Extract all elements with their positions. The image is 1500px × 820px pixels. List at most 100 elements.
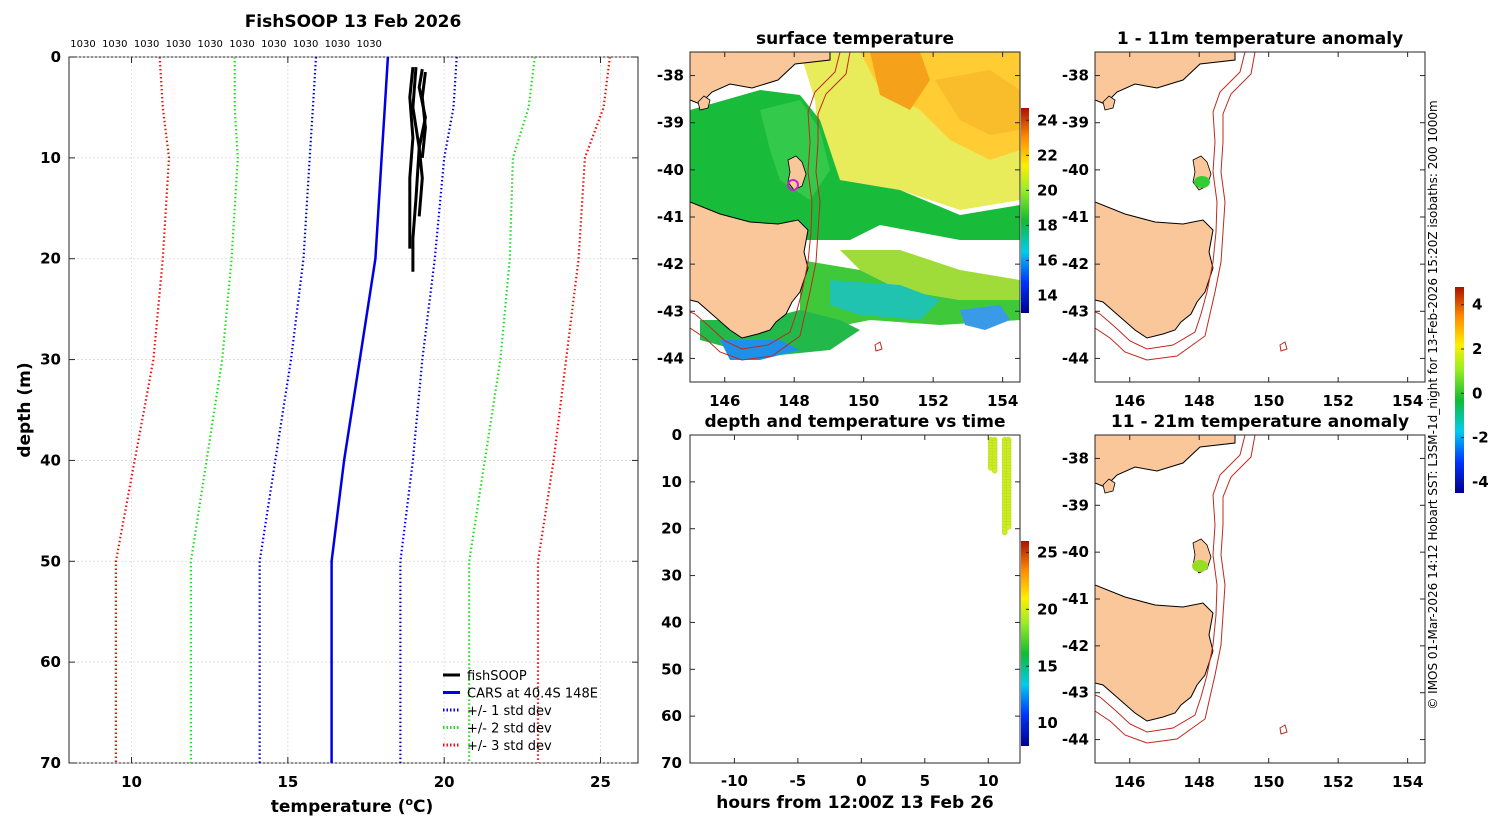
y-tick-label: 60 — [40, 653, 61, 671]
anomaly-map-1-panel: 1 - 11m temperature anomaly 146 148 150 152… — [1062, 29, 1426, 410]
y-tick-label: -43 — [1062, 684, 1089, 702]
cast-top-label: 1030 — [325, 39, 350, 50]
legend-label: +/- 1 std dev — [467, 704, 552, 719]
cars-mean-line — [330, 56, 390, 763]
anomaly-map-1-title: 1 - 11m temperature anomaly — [1117, 29, 1403, 49]
y-tick-label: 0 — [51, 48, 61, 66]
cast-top-label: 1030 — [197, 39, 222, 50]
y-tick-label: 10 — [40, 149, 61, 167]
profile-x-ticks: 10 15 20 25 — [121, 57, 611, 791]
anomaly-map-2-panel: 11 - 21m temperature anomaly 146 148 150 15… — [1062, 412, 1426, 791]
colorbar-tick-label: 16 — [1037, 251, 1058, 269]
anomaly-colorbar-ticks: 4 2 0 -2 -4 — [1461, 296, 1489, 491]
x-tick-label: 152 — [1323, 773, 1354, 791]
legend-label: +/- 3 std dev — [467, 739, 552, 754]
profile-y-label: depth (m) — [15, 362, 35, 457]
profile-grid — [69, 56, 638, 764]
profile-legend: fishSOOP CARS at 40.4S 148E +/- 1 std dev +… — [443, 669, 598, 754]
y-tick-label: -44 — [1062, 349, 1089, 367]
y-tick-label: -38 — [1062, 449, 1089, 467]
cast-top-label: 1030 — [293, 39, 318, 50]
std-dev-line — [114, 56, 171, 763]
y-tick-label: -40 — [657, 161, 684, 179]
colorbar-tick-label: 0 — [1472, 384, 1482, 402]
sst-colorbar — [1021, 108, 1029, 313]
y-tick-label: -44 — [657, 349, 684, 367]
y-tick-label: -39 — [1062, 114, 1089, 132]
x-tick-label: 146 — [1114, 392, 1145, 410]
x-tick-label: 10 — [978, 772, 999, 790]
anomaly-map-1-x-ticks: 146 148 150 152 154 — [1114, 52, 1423, 410]
colorbar-tick-label: 14 — [1037, 286, 1058, 304]
colorbar-tick-label: 22 — [1037, 146, 1058, 164]
time-depth-colorbar-ticks: 10 15 20 25 — [1026, 543, 1058, 732]
y-tick-label: -40 — [1062, 543, 1089, 561]
y-tick-label: -38 — [1062, 67, 1089, 85]
colorbar-tick-label: 4 — [1472, 296, 1482, 314]
time-depth-title: depth and temperature vs time — [705, 412, 1006, 432]
anomaly-map-1-y-ticks: -38 -39 -40 -41 -42 -43 -44 — [1062, 67, 1425, 367]
sst-map-y-ticks: -38 -39 -40 -41 -42 -43 -44 — [657, 67, 1020, 367]
y-tick-label: 40 — [661, 613, 682, 631]
anomaly-map-2-x-ticks: 146 148 150 152 154 — [1114, 435, 1423, 791]
colorbar-tick-label: -2 — [1472, 429, 1489, 447]
y-tick-label: -38 — [657, 67, 684, 85]
time-depth-axes — [689, 434, 1021, 764]
cast-top-label: 1030 — [356, 39, 381, 50]
x-tick-label: 146 — [1114, 773, 1145, 791]
cast-location-marker — [787, 179, 799, 191]
data-point — [1001, 529, 1008, 536]
profile-plot: FishSOOP 13 Feb 2026 1030 1030 1030 1030 103… — [15, 12, 639, 817]
x-tick-label: 5 — [920, 772, 930, 790]
y-tick-label: -41 — [1062, 590, 1089, 608]
x-tick-label: 10 — [121, 773, 142, 791]
y-tick-label: -42 — [657, 255, 684, 273]
std-dev-line — [189, 57, 239, 763]
sst-map-title: surface temperature — [756, 29, 954, 49]
x-tick-label: 150 — [848, 392, 879, 410]
profile-title: FishSOOP 13 Feb 2026 — [245, 12, 462, 32]
colorbar-tick-label: 2 — [1472, 340, 1482, 358]
colorbar-tick-label: 10 — [1037, 714, 1058, 732]
sst-colorbar-ticks: 14 16 18 20 22 24 — [1026, 111, 1058, 304]
y-tick-label: 20 — [661, 520, 682, 538]
y-tick-label: -42 — [1062, 637, 1089, 655]
anomaly-marker — [1194, 176, 1210, 188]
legend-label: fishSOOP — [467, 669, 527, 684]
std-dev-line — [258, 56, 318, 763]
anomaly-map-2-y-ticks: -38 -39 -40 -41 -42 -43 -44 — [1062, 449, 1425, 749]
y-tick-label: 0 — [672, 426, 682, 444]
y-tick-label: -43 — [657, 302, 684, 320]
y-tick-label: 30 — [661, 567, 682, 585]
colorbar-tick-label: 24 — [1037, 111, 1058, 129]
y-tick-label: -43 — [1062, 302, 1089, 320]
data-point — [1005, 523, 1012, 530]
sst-map-field — [690, 52, 1020, 382]
y-tick-label: 50 — [661, 660, 682, 678]
x-tick-label: 15 — [277, 773, 298, 791]
time-depth-colorbar — [1021, 541, 1029, 746]
cast-top-label: 1030 — [229, 39, 254, 50]
colorbar-tick-label: 15 — [1037, 657, 1058, 675]
y-tick-label: -39 — [657, 114, 684, 132]
cast-top-label: 1030 — [261, 39, 286, 50]
fishsoop-line — [411, 66, 421, 272]
x-tick-label: 152 — [1323, 392, 1354, 410]
colorbar-tick-label: 18 — [1037, 216, 1058, 234]
colorbar-tick-label: 20 — [1037, 181, 1058, 199]
cast-top-label: 1030 — [70, 39, 95, 50]
cast-top-label: 1030 — [134, 39, 159, 50]
y-tick-label: -42 — [1062, 255, 1089, 273]
time-depth-x-ticks: -10 -5 0 5 10 — [721, 435, 999, 790]
colorbar-tick-label: -4 — [1472, 473, 1489, 491]
y-tick-label: 10 — [661, 473, 682, 491]
x-tick-label: 152 — [918, 392, 949, 410]
legend-label: +/- 2 std dev — [467, 722, 552, 737]
fishsoop-line — [408, 66, 415, 249]
x-tick-label: 154 — [1392, 773, 1423, 791]
std-dev-line — [536, 56, 611, 763]
sst-map-panel: surface temperature 146 148 150 152 154 -38-… — [657, 29, 1058, 410]
sst-map-x-ticks: 146 148 150 152 154 — [709, 52, 1018, 410]
data-point — [991, 467, 998, 474]
